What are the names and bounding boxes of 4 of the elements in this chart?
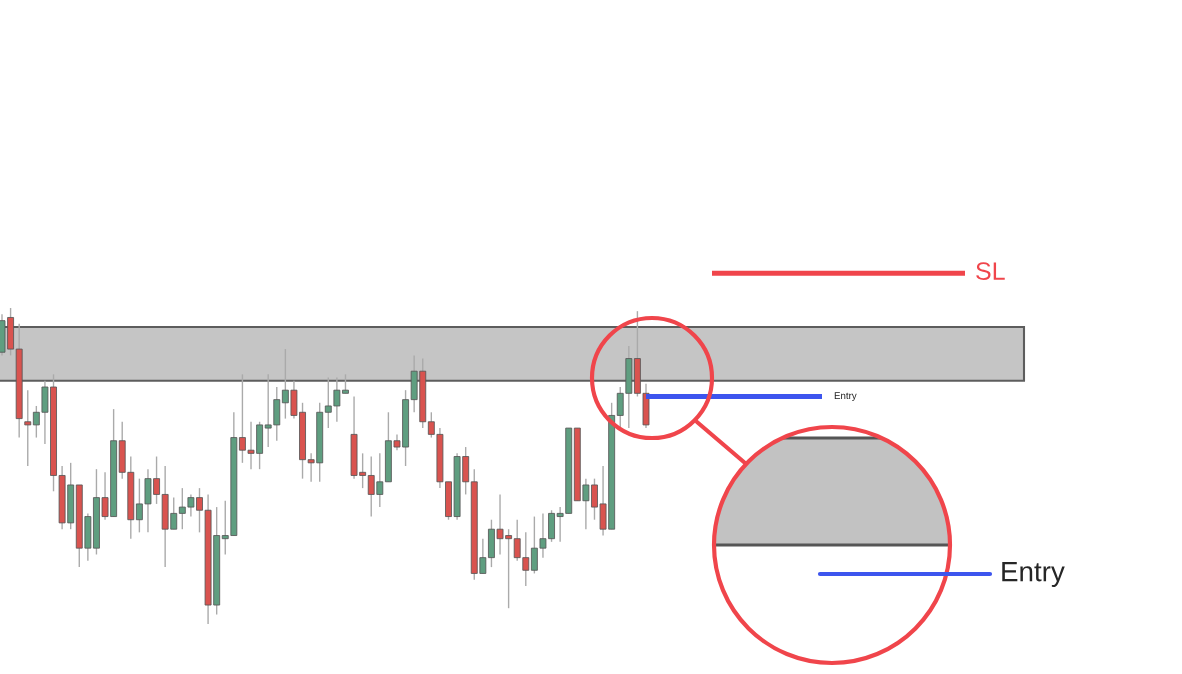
text: Entry bbox=[1002, 562, 1065, 587]
ref-line-label: SL bbox=[976, 262, 1005, 280]
candlestick bbox=[24, 389, 32, 467]
ref-line-label: Entry bbox=[834, 392, 857, 402]
